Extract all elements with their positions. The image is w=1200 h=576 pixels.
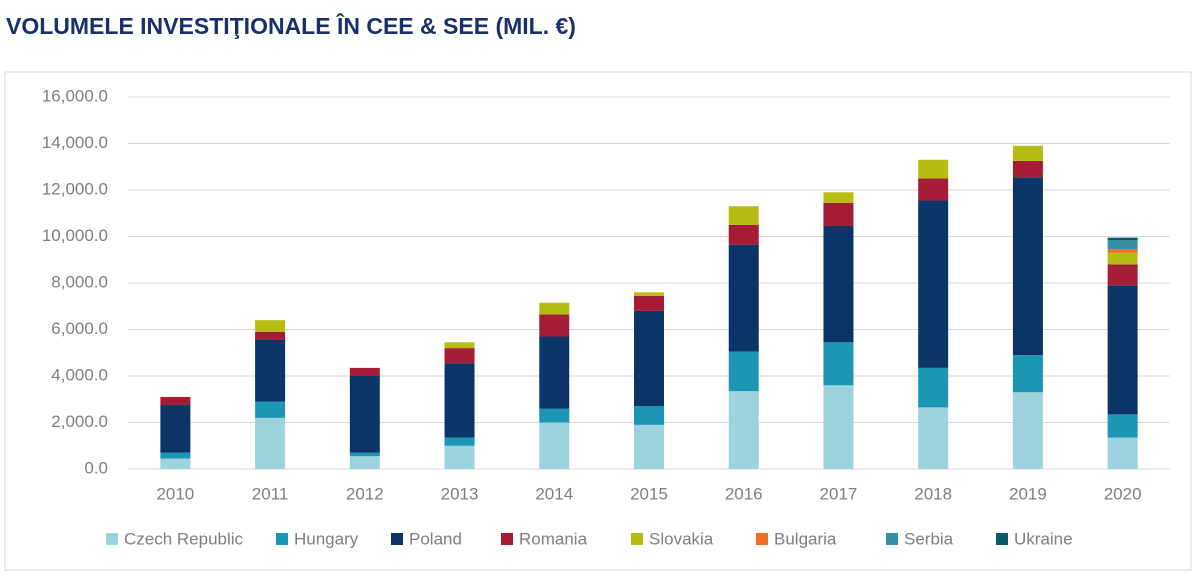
bar-segment [255, 417, 286, 469]
legend-swatch [996, 533, 1008, 545]
bar-segment [539, 314, 570, 337]
bar-segment [1012, 177, 1043, 356]
bar-segment [823, 385, 854, 469]
bar-segment [1012, 392, 1043, 469]
x-tick-label: 2017 [820, 484, 858, 503]
y-tick-label: 0.0 [84, 458, 108, 477]
legend-label: Bulgaria [774, 529, 837, 548]
bar-segment [444, 445, 475, 469]
legend-swatch [631, 533, 643, 545]
y-tick-label: 4,000.0 [51, 365, 108, 384]
x-tick-label: 2012 [346, 484, 384, 503]
bar-segment [634, 424, 664, 469]
bar-segment [1107, 252, 1138, 265]
bar-segment [1012, 145, 1043, 161]
y-tick-label: 2,000.0 [51, 412, 108, 431]
legend-label: Ukraine [1014, 529, 1073, 548]
bar-segment [1107, 249, 1138, 253]
y-tick-label: 10,000.0 [42, 226, 108, 245]
chart-title: VOLUMELE INVESTIŢIONALE ÎN CEE & SEE (MI… [6, 12, 576, 39]
bar-segment [1107, 285, 1138, 415]
bar-segment [349, 452, 380, 457]
bar-segment [1107, 264, 1138, 286]
x-tick-label: 2019 [1009, 484, 1047, 503]
bar-segment [255, 320, 286, 332]
bar-segment [918, 178, 949, 201]
bar-segment [823, 202, 854, 227]
legend-label: Romania [519, 529, 588, 548]
bar-segment [255, 339, 286, 402]
bar-segment [1107, 414, 1138, 438]
legend-swatch [886, 533, 898, 545]
bar-segment [539, 336, 570, 409]
bar-segment [160, 452, 191, 459]
bar-segment [728, 206, 759, 225]
bar-segment [160, 396, 191, 406]
legend-label: Serbia [904, 529, 954, 548]
legend-swatch [106, 533, 118, 545]
bar-segment [539, 422, 570, 469]
bar-segment [444, 342, 475, 349]
bar-segment [255, 401, 286, 418]
bar-segment [1107, 239, 1138, 250]
y-tick-label: 8,000.0 [51, 272, 108, 291]
legend-swatch [501, 533, 513, 545]
bar-segment [160, 405, 191, 453]
legend-label: Slovakia [649, 529, 714, 548]
bar-segment [728, 391, 759, 469]
bar-segment [349, 367, 380, 376]
x-tick-label: 2010 [156, 484, 194, 503]
bar-segment [823, 342, 854, 386]
bar-segment [444, 363, 475, 438]
bar-segment [160, 458, 191, 469]
legend-swatch [391, 533, 403, 545]
bar-segment [823, 192, 854, 203]
bar-segment [1107, 237, 1138, 240]
bar-segment [539, 408, 570, 423]
bar-segment [349, 376, 380, 453]
bar-segment [634, 310, 664, 407]
legend-label: Poland [409, 529, 462, 548]
bar-segment [1107, 437, 1138, 469]
legend-label: Hungary [294, 529, 359, 548]
bar-segment [1012, 355, 1043, 393]
legend-label: Czech Republic [124, 529, 244, 548]
bar-segment [444, 437, 475, 446]
bar-segment [728, 224, 759, 245]
x-tick-label: 2014 [535, 484, 573, 503]
bar-segment [634, 292, 664, 296]
bar-segment [634, 295, 664, 311]
y-tick-label: 16,000.0 [42, 86, 108, 105]
bar-segment [728, 244, 759, 352]
y-tick-label: 14,000.0 [42, 133, 108, 152]
bar-segment [349, 456, 380, 469]
bar-segment [918, 200, 949, 368]
x-tick-label: 2020 [1104, 484, 1142, 503]
bar-segment [444, 348, 475, 364]
chart-frame [4, 71, 1192, 571]
legend-swatch [276, 533, 288, 545]
y-tick-label: 12,000.0 [42, 179, 108, 198]
bar-segment [539, 302, 570, 315]
bar-segment [1012, 160, 1043, 178]
x-tick-label: 2013 [441, 484, 479, 503]
x-tick-label: 2015 [630, 484, 668, 503]
bar-segment [918, 407, 949, 469]
x-tick-label: 2018 [914, 484, 952, 503]
bar-segment [255, 331, 286, 340]
y-tick-label: 6,000.0 [51, 319, 108, 338]
bar-segment [634, 406, 664, 425]
legend-swatch [756, 533, 768, 545]
bar-segment [728, 351, 759, 392]
bar-segment [918, 367, 949, 408]
bar-segment [823, 226, 854, 343]
bar-segment [918, 159, 949, 179]
x-tick-label: 2016 [725, 484, 763, 503]
x-tick-label: 2011 [252, 484, 289, 503]
